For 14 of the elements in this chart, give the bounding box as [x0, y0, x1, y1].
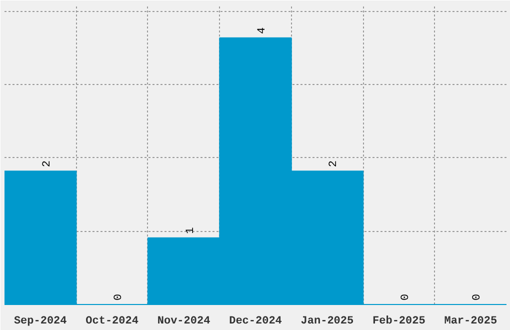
- x-tick-label: Oct-2024: [86, 316, 139, 328]
- data-label: 0: [113, 294, 126, 300]
- data-label: 0: [400, 294, 412, 300]
- data-label: 0: [472, 294, 484, 300]
- x-tick-label: Nov-2024: [157, 316, 211, 328]
- data-label: 2: [328, 160, 340, 168]
- data-label: 4: [256, 26, 268, 34]
- data-label: 1: [184, 226, 197, 234]
- x-tick-label: Feb-2025: [372, 316, 426, 328]
- x-tick-label: Sep-2024: [14, 316, 68, 328]
- x-tick-label: Dec-2024: [229, 316, 282, 328]
- x-tick-label: Jan-2025: [300, 316, 354, 328]
- x-tick-label: Mar-2025: [444, 316, 498, 328]
- data-label: 2: [41, 160, 54, 168]
